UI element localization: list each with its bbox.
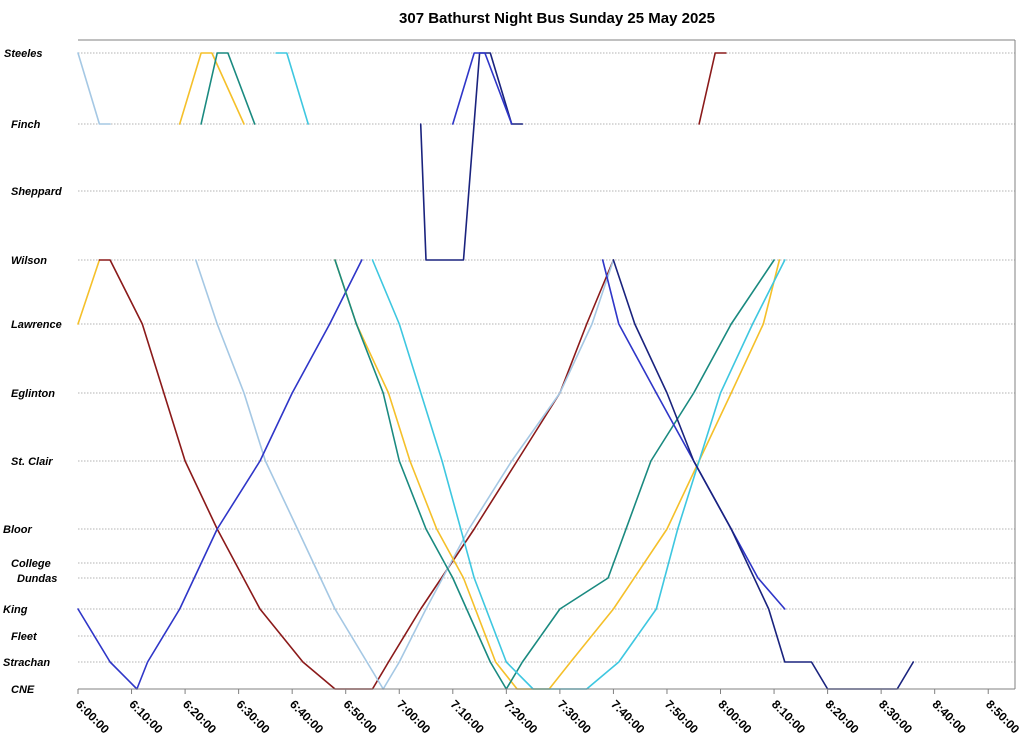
stop-label: Fleet [11,631,38,643]
stop-label: Bloor [3,524,32,536]
trip-line [77,52,111,125]
trip-line [334,259,781,690]
trip-line [601,259,786,610]
trip-line [419,52,524,261]
x-tick-label: 8:20:00 [822,697,861,736]
trip-line [77,259,101,325]
trip-line [698,52,727,125]
stop-gridlines [78,52,1015,663]
trip-line [275,52,310,125]
x-tick-label: 7:40:00 [608,697,647,736]
x-tick-label: 6:40:00 [287,697,326,736]
x-tick-label: 8:30:00 [876,697,915,736]
trip-line [371,259,786,690]
stop-label: CNE [11,684,35,696]
x-tick-label: 8:40:00 [930,697,969,736]
x-tick-label: 7:20:00 [501,697,540,736]
x-tick-label: 6:30:00 [234,697,273,736]
x-tick-label: 7:10:00 [448,697,487,736]
x-tick-label: 8:10:00 [769,697,808,736]
trip-line [200,52,256,125]
chart-title: 307 Bathurst Night Bus Sunday 25 May 202… [399,10,715,27]
stop-label: Lawrence [11,319,62,331]
stop-label: Finch [11,119,41,131]
x-tick-label: 8:50:00 [983,697,1022,736]
x-tick-label: 7:50:00 [662,697,701,736]
trip-line [451,52,513,125]
stop-label: Steeles [4,48,43,60]
stop-label: Sheppard [11,186,62,198]
x-tick-label: 6:20:00 [180,697,219,736]
stop-label: Dundas [17,573,57,585]
stop-label: Eglinton [11,388,55,400]
stop-label: Wilson [11,255,47,267]
stop-label: Strachan [3,657,50,669]
trip-line [178,52,245,125]
x-tick-label: 6:10:00 [126,697,165,736]
x-tick-label: 6:00:00 [73,697,112,736]
trip-line [77,259,363,690]
trip-lines [77,52,915,690]
stop-label: King [3,604,28,616]
x-tick-label: 7:00:00 [394,697,433,736]
stop-labels: Steeles Finch Sheppard Wilson Lawrence Eglint… [3,48,62,696]
trip-line [195,259,615,690]
stop-label: St. Clair [11,456,53,468]
x-tick-label: 7:30:00 [555,697,594,736]
x-tick-label: 8:00:00 [715,697,754,736]
stop-label: College [11,558,51,570]
time-axis: 6:00:00 6:10:00 6:20:00 6:30:00 6:40:00 6:50:… [73,689,1022,737]
x-tick-label: 6:50:00 [341,697,380,736]
